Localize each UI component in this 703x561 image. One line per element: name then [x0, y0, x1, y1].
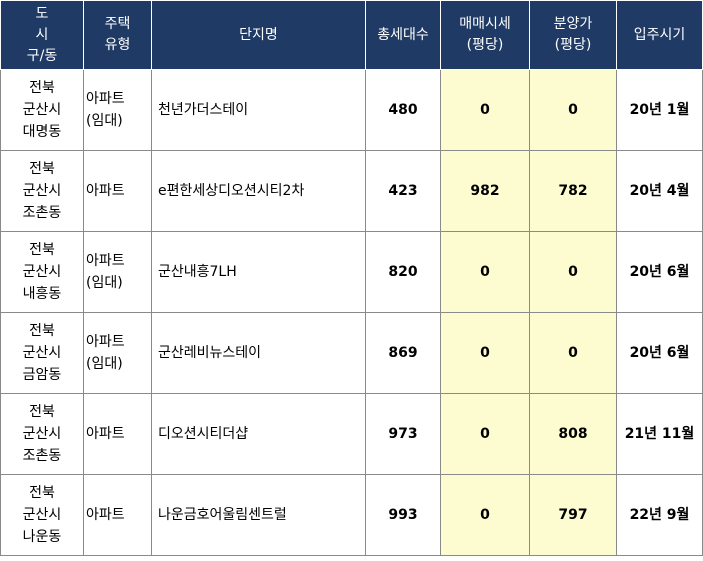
move-in-cell: 20년 6월 — [616, 231, 703, 313]
table-row: 전북 군산시 조촌동 아파트 디오션시티더샵 973 0 808 21년 11월 — [0, 393, 703, 475]
presale-price-cell: 782 — [529, 150, 617, 232]
region-line: 전북 — [29, 485, 55, 501]
sale-price-cell: 0 — [440, 312, 530, 394]
region-line: 전북 — [29, 404, 55, 420]
complex-name-cell: 군산내흥7LH — [151, 231, 366, 313]
presale-price-cell: 0 — [529, 231, 617, 313]
housing-type-cell: 아파트 — [83, 150, 152, 232]
housing-type-line: 아파트 — [86, 507, 125, 523]
header-region-line: 시 — [35, 26, 49, 43]
complex-name-cell: 천년가더스테이 — [151, 69, 366, 151]
presale-price-cell: 797 — [529, 474, 617, 556]
table-row: 전북 군산시 나운동 아파트 나운금호어울림센트럴 993 0 797 22년 9월 — [0, 474, 703, 556]
total-units-cell: 869 — [365, 312, 441, 394]
header-type: 주택 유형 — [83, 0, 152, 70]
header-region: 도 시 구/동 — [0, 0, 84, 70]
header-presale-price-line: (평당) — [554, 37, 592, 53]
header-sale-price: 매매시세 (평당) — [440, 0, 530, 70]
region-line: 군산시 — [22, 183, 62, 199]
header-move-in: 입주시기 — [616, 0, 703, 70]
header-sale-price-line: (평당) — [466, 37, 504, 53]
region-line: 조촌동 — [22, 205, 62, 221]
table-row: 전북 군산시 대명동 아파트 (임대) 천년가더스테이 480 0 0 20년 1월 — [0, 69, 703, 151]
move-in-cell: 20년 1월 — [616, 69, 703, 151]
housing-type-cell: 아파트 (임대) — [83, 69, 152, 151]
complex-name-cell: e편한세상디오션시티2차 — [151, 150, 366, 232]
complex-name-cell: 군산레비뉴스테이 — [151, 312, 366, 394]
housing-type-cell: 아파트 — [83, 393, 152, 475]
region-line: 조촌동 — [22, 448, 62, 464]
region-line: 군산시 — [22, 345, 62, 361]
sale-price-cell: 0 — [440, 474, 530, 556]
region-line: 대명동 — [22, 124, 62, 140]
housing-type-line: 아파트 — [86, 334, 125, 350]
header-region-line: 구/동 — [26, 47, 58, 64]
housing-type-cell: 아파트 (임대) — [83, 312, 152, 394]
header-type-line: 유형 — [104, 37, 131, 53]
total-units-cell: 480 — [365, 69, 441, 151]
header-row: 도 시 구/동 주택 유형 단지명 총세대수 매매시세 (평당) 분양가 (평당… — [0, 0, 703, 70]
housing-type-cell: 아파트 (임대) — [83, 231, 152, 313]
region-line: 내흥동 — [22, 286, 62, 302]
region-line: 군산시 — [22, 102, 62, 118]
move-in-cell: 20년 6월 — [616, 312, 703, 394]
table-row: 전북 군산시 조촌동 아파트 e편한세상디오션시티2차 423 982 782 20년 4월 — [0, 150, 703, 232]
total-units-cell: 820 — [365, 231, 441, 313]
housing-type-line: 아파트 — [86, 91, 125, 107]
region-line: 군산시 — [22, 426, 62, 442]
move-in-cell: 21년 11월 — [616, 393, 703, 475]
region-line: 전북 — [29, 323, 55, 339]
housing-type-line: 아파트 — [86, 253, 125, 269]
region-line: 금암동 — [22, 367, 62, 383]
sale-price-cell: 0 — [440, 393, 530, 475]
housing-type-line: 아파트 — [86, 183, 125, 199]
move-in-cell: 22년 9월 — [616, 474, 703, 556]
housing-type-line: (임대) — [86, 275, 123, 291]
header-type-line: 주택 — [104, 16, 131, 32]
sale-price-cell: 982 — [440, 150, 530, 232]
total-units-cell: 973 — [365, 393, 441, 475]
region-line: 군산시 — [22, 264, 62, 280]
presale-price-cell: 0 — [529, 312, 617, 394]
total-units-cell: 423 — [365, 150, 441, 232]
region-line: 나운동 — [22, 529, 62, 545]
presale-price-cell: 808 — [529, 393, 617, 475]
housing-type-line: (임대) — [86, 356, 123, 372]
complex-name-cell: 나운금호어울림센트럴 — [151, 474, 366, 556]
header-sale-price-line: 매매시세 — [459, 16, 511, 32]
header-presale-price-line: 분양가 — [553, 16, 593, 32]
presale-price-cell: 0 — [529, 69, 617, 151]
total-units-cell: 993 — [365, 474, 441, 556]
header-presale-price: 분양가 (평당) — [529, 0, 617, 70]
region-line: 전북 — [29, 242, 55, 258]
complex-name-cell: 디오션시티더샵 — [151, 393, 366, 475]
header-name: 단지명 — [151, 0, 366, 70]
move-in-cell: 20년 4월 — [616, 150, 703, 232]
table-row: 전북 군산시 금암동 아파트 (임대) 군산레비뉴스테이 869 0 0 20년 6월 — [0, 312, 703, 394]
table-body: 전북 군산시 대명동 아파트 (임대) 천년가더스테이 480 0 0 20년 1월 전북 군산시 조촌… — [0, 69, 703, 556]
header-units: 총세대수 — [365, 0, 441, 70]
sale-price-cell: 0 — [440, 231, 530, 313]
region-line: 군산시 — [22, 507, 62, 523]
sale-price-cell: 0 — [440, 69, 530, 151]
region-line: 전북 — [29, 80, 55, 96]
housing-type-cell: 아파트 — [83, 474, 152, 556]
housing-type-line: (임대) — [86, 113, 123, 129]
housing-type-line: 아파트 — [86, 426, 125, 442]
header-region-line: 도 — [35, 5, 49, 22]
region-line: 전북 — [29, 161, 55, 177]
table-row: 전북 군산시 내흥동 아파트 (임대) 군산내흥7LH 820 0 0 20년 6월 — [0, 231, 703, 313]
